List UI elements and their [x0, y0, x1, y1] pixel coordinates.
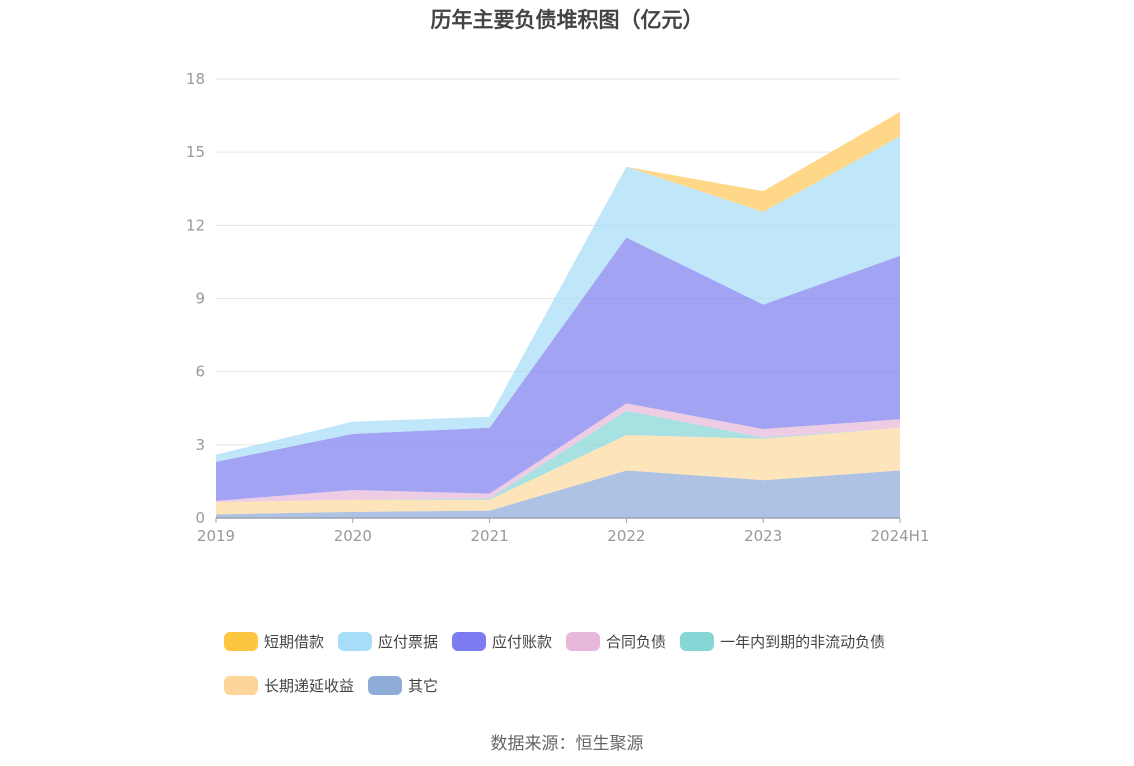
y-tick-label: 18	[186, 70, 205, 88]
chart-legend: 短期借款 应付票据 应付账款 合同负债 一年内到期的非流动负债长期递延收益 其它	[224, 631, 944, 695]
legend-swatch	[338, 631, 373, 651]
x-tick-label: 2023	[744, 527, 782, 545]
legend-swatch	[224, 631, 258, 651]
legend-item[interactable]: 长期递延收益	[224, 675, 354, 695]
legend-item[interactable]: 应付票据	[338, 631, 438, 651]
legend-label: 合同负债	[606, 632, 667, 651]
data-source: 数据来源：恒生聚源	[490, 734, 644, 754]
y-tick-label: 9	[195, 290, 205, 308]
legend-label: 长期递延收益	[264, 676, 355, 695]
stacked-area-chart: 0 3 6 9 12 15 18 2019 2020 2021 2022 2023 2024H1	[186, 70, 930, 545]
legend-swatch	[680, 631, 715, 651]
series-area-1	[216, 427, 900, 515]
x-tick-label: 2019	[197, 527, 235, 545]
legend-label: 短期借款	[264, 632, 325, 651]
legend-item[interactable]: 应付账款	[452, 631, 552, 651]
legend-swatch	[224, 675, 258, 695]
series-area-4	[216, 237, 900, 501]
y-tick-label: 0	[195, 509, 205, 527]
legend-label: 应付账款	[492, 632, 553, 651]
series-area-3	[216, 403, 900, 503]
y-tick-label: 12	[186, 216, 205, 234]
series-area-0	[216, 470, 900, 518]
legend-swatch	[368, 675, 403, 695]
y-tick-label: 6	[195, 363, 205, 381]
legend-label: 其它	[408, 676, 439, 695]
x-tick-label: 2024H1	[871, 527, 930, 545]
y-tick-label: 15	[186, 143, 205, 161]
legend-item[interactable]: 一年内到期的非流动负债	[680, 631, 885, 651]
x-tick-label: 2022	[607, 527, 645, 545]
legend-label: 应付票据	[378, 632, 439, 651]
chart-title: 历年主要负债堆积图（亿元）	[430, 8, 704, 32]
series-area-2	[216, 410, 900, 503]
legend-label: 一年内到期的非流动负债	[720, 632, 886, 651]
legend-swatch	[566, 631, 601, 651]
y-tick-label: 3	[195, 436, 205, 454]
x-tick-label: 2021	[471, 527, 509, 545]
legend-item[interactable]: 其它	[368, 675, 438, 695]
legend-swatch	[452, 631, 487, 651]
legend-item[interactable]: 合同负债	[566, 631, 666, 651]
series-area-5	[216, 136, 900, 462]
legend-item[interactable]: 短期借款	[224, 631, 324, 651]
series-area-6	[216, 111, 900, 455]
x-tick-label: 2020	[334, 527, 372, 545]
